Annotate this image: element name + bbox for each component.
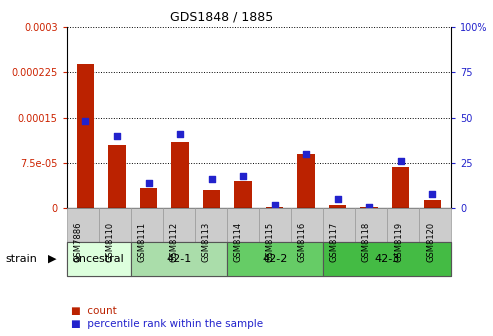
Bar — [266, 207, 283, 208]
Bar — [392, 167, 409, 208]
Text: ■  percentile rank within the sample: ■ percentile rank within the sample — [71, 319, 264, 329]
Text: GSM8110: GSM8110 — [106, 222, 114, 262]
Text: 42-1: 42-1 — [166, 254, 191, 264]
Point — [81, 119, 89, 124]
Bar — [203, 190, 220, 208]
Text: GDS1848 / 1885: GDS1848 / 1885 — [170, 10, 274, 23]
Bar — [77, 65, 94, 208]
Point — [271, 202, 279, 207]
Bar — [423, 201, 441, 208]
Bar — [297, 154, 315, 208]
Point — [334, 197, 342, 202]
Bar — [172, 142, 189, 208]
Text: GSM8120: GSM8120 — [426, 222, 435, 262]
Point — [428, 191, 436, 197]
Text: strain: strain — [5, 254, 37, 264]
Text: GSM8118: GSM8118 — [362, 222, 371, 262]
Text: GSM8114: GSM8114 — [234, 222, 243, 262]
Text: GSM8113: GSM8113 — [202, 222, 211, 262]
Point — [239, 173, 247, 178]
Text: GSM8117: GSM8117 — [330, 222, 339, 262]
Point — [113, 133, 121, 138]
Point — [144, 180, 152, 185]
Bar — [234, 181, 252, 208]
Text: GSM8115: GSM8115 — [266, 222, 275, 262]
Bar — [108, 145, 126, 208]
Bar — [360, 207, 378, 208]
Text: ■  count: ■ count — [71, 306, 117, 316]
Text: GSM8111: GSM8111 — [138, 222, 147, 262]
Text: GSM8119: GSM8119 — [394, 222, 403, 262]
Point — [397, 159, 405, 164]
Point — [208, 177, 215, 182]
Point — [176, 131, 184, 137]
Bar — [140, 188, 157, 208]
Point — [365, 204, 373, 209]
Text: GSM7886: GSM7886 — [73, 222, 83, 262]
Text: ancestral: ancestral — [73, 254, 124, 264]
Point — [302, 151, 310, 157]
Bar — [329, 205, 346, 208]
Text: GSM8116: GSM8116 — [298, 222, 307, 262]
Text: ▶: ▶ — [47, 254, 56, 264]
Text: GSM8112: GSM8112 — [170, 222, 179, 262]
Text: 42-2: 42-2 — [262, 254, 287, 264]
Text: 42-3: 42-3 — [374, 254, 400, 264]
